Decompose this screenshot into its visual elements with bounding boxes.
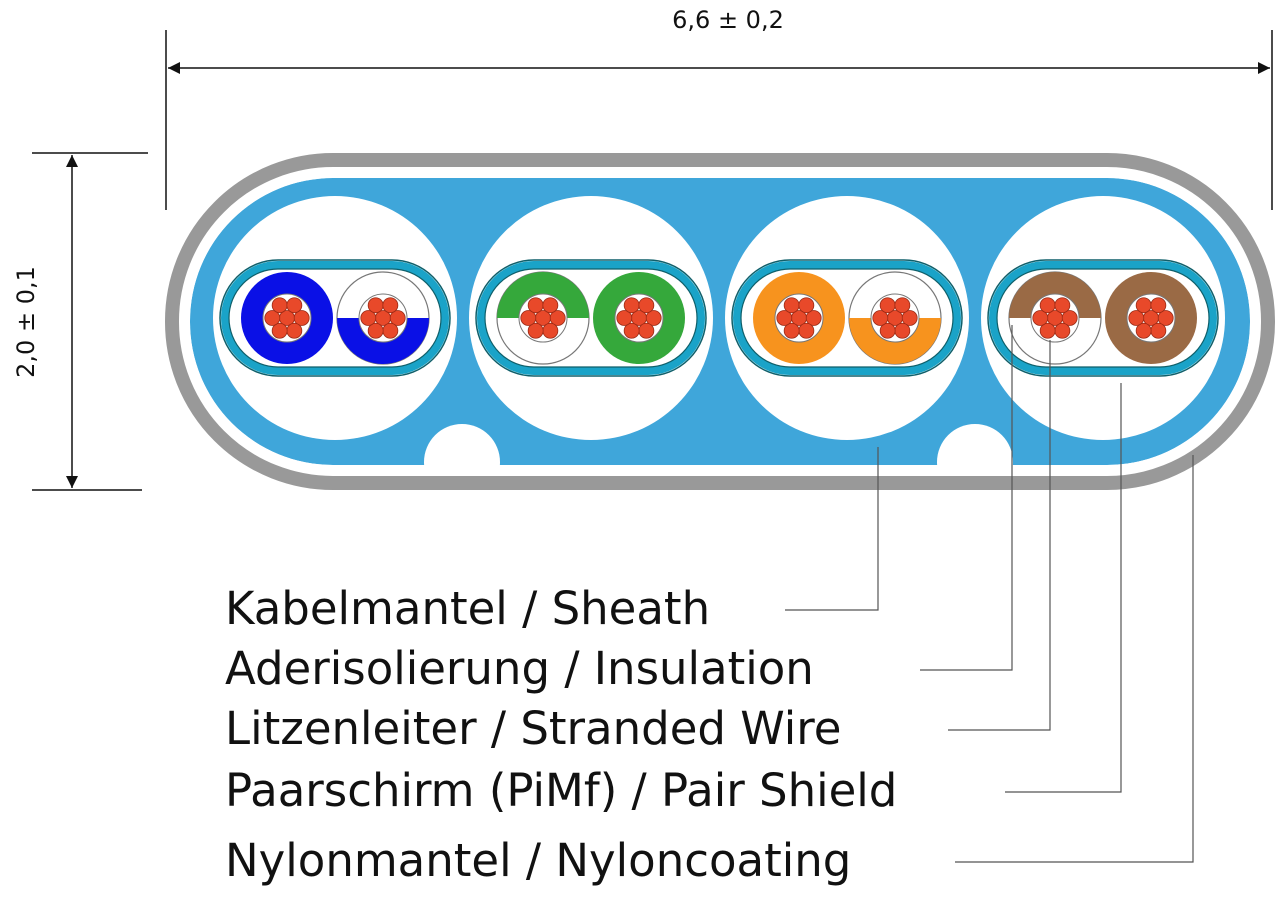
strand <box>382 297 399 314</box>
strand <box>542 297 559 314</box>
strand <box>901 310 918 326</box>
strand <box>367 322 384 339</box>
strand <box>286 322 303 339</box>
strand <box>520 310 537 326</box>
strand <box>894 297 911 314</box>
strand <box>264 310 281 326</box>
twisted-pair <box>213 196 457 440</box>
wire <box>1008 271 1102 365</box>
strand <box>1061 310 1078 326</box>
strand <box>783 322 800 339</box>
leader-stranded-wire <box>948 340 1051 731</box>
wire <box>753 272 845 364</box>
leader-lines <box>785 325 1194 863</box>
label-sheath: Kabelmantel / Sheath <box>225 582 710 635</box>
strand <box>1128 310 1145 326</box>
strand <box>271 297 288 314</box>
strand <box>382 322 399 339</box>
strand <box>360 310 377 326</box>
strand <box>1054 322 1071 339</box>
label-pair-shield: Paarschirm (PiMf) / Pair Shield <box>225 764 897 817</box>
width-label: 6,6 ± 0,2 <box>672 6 784 34</box>
strand <box>1150 297 1167 314</box>
leader-insulation <box>920 325 1013 671</box>
height-dimension: 2,0 ± 0,1 <box>12 152 148 491</box>
wire <box>848 271 942 365</box>
strand <box>894 322 911 339</box>
strand <box>271 322 288 339</box>
strand <box>1157 310 1174 326</box>
strand <box>872 310 889 326</box>
strand <box>1039 297 1056 314</box>
wire <box>241 272 333 364</box>
wire <box>336 271 430 365</box>
strand <box>1039 322 1056 339</box>
nylon-coating <box>190 178 1250 465</box>
width-dimension: 6,6 ± 0,2 <box>165 6 1273 210</box>
strand <box>623 297 640 314</box>
strand <box>776 310 793 326</box>
strand <box>527 322 544 339</box>
height-label: 2,0 ± 0,1 <box>12 266 40 378</box>
leader-pair-shield <box>1005 383 1122 793</box>
strand <box>1135 297 1152 314</box>
filler-gap <box>424 424 500 465</box>
wire <box>593 272 685 364</box>
strand <box>798 322 815 339</box>
leader-nylon <box>955 455 1194 863</box>
strand <box>798 297 815 314</box>
wire <box>1105 272 1197 364</box>
strand <box>542 322 559 339</box>
strand <box>1150 322 1167 339</box>
strand <box>638 322 655 339</box>
twisted-pair <box>981 196 1225 440</box>
strand <box>1032 310 1049 326</box>
strand <box>616 310 633 326</box>
strand <box>286 297 303 314</box>
strand <box>805 310 822 326</box>
strand <box>293 310 310 326</box>
label-insulation: Aderisolierung / Insulation <box>225 642 814 695</box>
strand <box>1054 297 1071 314</box>
strand <box>527 297 544 314</box>
strand <box>1135 322 1152 339</box>
label-nylon-coating: Nylonmantel / Nyloncoating <box>225 834 851 887</box>
twisted-pair <box>469 196 713 440</box>
filler-gap <box>937 424 1013 465</box>
strand <box>645 310 662 326</box>
strand <box>623 322 640 339</box>
leader-sheath <box>785 447 879 611</box>
strand <box>879 322 896 339</box>
strand <box>367 297 384 314</box>
strand <box>879 297 896 314</box>
strand <box>638 297 655 314</box>
label-stranded-wire: Litzenleiter / Stranded Wire <box>225 702 841 755</box>
wire <box>496 271 590 365</box>
twisted-pair <box>725 196 969 440</box>
strand <box>549 310 566 326</box>
strand <box>389 310 406 326</box>
strand <box>783 297 800 314</box>
